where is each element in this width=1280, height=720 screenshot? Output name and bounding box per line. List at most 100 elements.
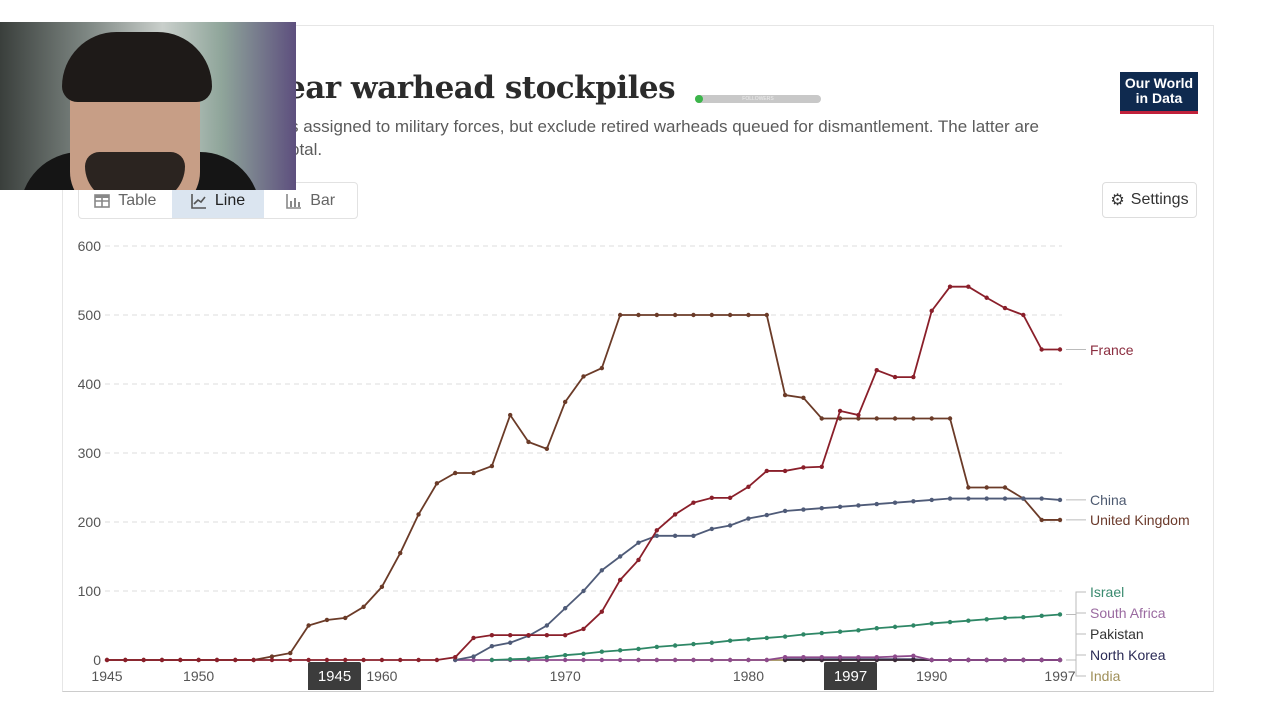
data-point	[727, 523, 733, 528]
tab-table-label: Table	[118, 191, 157, 209]
data-point	[507, 640, 513, 645]
data-point	[288, 657, 293, 663]
data-point	[947, 619, 953, 625]
data-point	[911, 623, 916, 628]
tab-line-label: Line	[214, 191, 246, 209]
data-point	[599, 568, 605, 573]
series-label: United Kingdom	[1090, 512, 1190, 528]
data-point	[324, 657, 330, 663]
data-point	[947, 657, 953, 663]
data-point	[929, 657, 934, 663]
data-point	[709, 657, 714, 663]
data-point	[1039, 496, 1044, 501]
y-tick-label: 200	[78, 514, 102, 530]
data-point	[123, 657, 128, 663]
data-point	[453, 655, 458, 660]
data-point	[929, 497, 934, 503]
data-point	[599, 657, 605, 663]
status-dot-icon	[695, 95, 703, 103]
data-point	[984, 617, 989, 622]
chart-subtitle: s assigned to military forces, but exclu…	[290, 115, 1039, 161]
data-point	[562, 652, 568, 658]
owid-logo[interactable]: Our World in Data	[1120, 72, 1198, 114]
data-point	[599, 609, 605, 614]
data-point	[507, 412, 513, 418]
x-tick-label: 1980	[733, 668, 764, 684]
data-point	[159, 657, 165, 663]
data-point	[324, 617, 330, 623]
data-point	[141, 657, 146, 663]
series-label: Israel	[1090, 584, 1124, 600]
data-point	[819, 506, 824, 511]
series-label: India	[1090, 668, 1121, 684]
data-point	[544, 623, 550, 628]
data-point	[911, 499, 916, 504]
data-point	[892, 657, 898, 663]
data-point	[562, 399, 568, 405]
x-tick-label: 1950	[183, 668, 214, 684]
data-point	[874, 501, 879, 507]
tab-bar[interactable]: Bar	[264, 183, 357, 218]
table-icon	[94, 193, 111, 208]
data-point	[672, 312, 678, 318]
bar-chart-icon	[286, 193, 302, 209]
data-point	[471, 470, 476, 476]
data-point	[966, 284, 971, 289]
timeline-start-handle[interactable]: 1945	[308, 662, 361, 690]
data-point	[654, 533, 660, 538]
data-point	[801, 465, 806, 470]
data-point	[892, 654, 898, 659]
subtitle-line-1: s assigned to military forces, but exclu…	[290, 117, 1040, 136]
label-connector	[1066, 659, 1086, 677]
data-point	[691, 500, 696, 505]
data-point	[269, 654, 275, 659]
data-point	[966, 485, 971, 490]
data-point	[343, 615, 348, 621]
data-point	[837, 504, 843, 510]
data-point	[379, 584, 385, 590]
data-point	[856, 412, 861, 418]
data-point	[837, 416, 843, 421]
data-point	[489, 644, 495, 649]
data-point	[104, 657, 110, 663]
line-chart-icon	[191, 193, 206, 209]
data-point	[1002, 496, 1008, 501]
data-point	[801, 395, 806, 400]
data-point	[434, 481, 440, 486]
series-label: Pakistan	[1090, 626, 1144, 642]
data-point	[672, 512, 678, 517]
data-point	[1057, 657, 1063, 663]
data-point	[654, 528, 660, 533]
data-point	[599, 649, 605, 654]
data-point	[1039, 657, 1044, 663]
data-point	[416, 512, 421, 517]
data-point	[214, 657, 220, 663]
data-point	[746, 312, 751, 318]
data-point	[764, 512, 769, 518]
data-point	[434, 657, 440, 663]
data-point	[746, 637, 751, 642]
data-point	[1002, 615, 1008, 621]
data-point	[856, 503, 861, 508]
settings-button[interactable]: ⚙ Settings	[1102, 182, 1197, 218]
data-point	[801, 655, 806, 660]
timeline-end-handle[interactable]: 1997	[824, 662, 877, 690]
data-point	[654, 312, 660, 318]
data-point	[617, 312, 623, 318]
data-point	[544, 655, 550, 660]
logo-text: Our World in Data	[1124, 75, 1194, 106]
data-point	[1039, 347, 1044, 352]
data-point	[636, 540, 641, 545]
data-point	[636, 646, 641, 652]
tab-table[interactable]: Table	[79, 183, 172, 218]
data-point	[874, 626, 879, 631]
data-point	[782, 392, 788, 398]
data-point	[746, 657, 751, 663]
data-point	[984, 657, 989, 663]
series-label: China	[1090, 492, 1127, 508]
data-point	[196, 657, 201, 663]
data-point	[636, 312, 641, 318]
data-point	[672, 643, 678, 648]
data-point	[691, 533, 696, 538]
data-point	[178, 657, 183, 663]
